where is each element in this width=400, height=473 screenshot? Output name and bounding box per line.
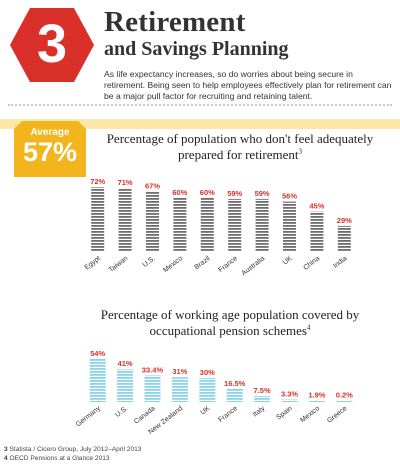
chart1-category-label: Mexico <box>162 255 184 274</box>
chart1-bar <box>310 211 324 252</box>
chart2-value-label: 41% <box>118 359 133 368</box>
chart1-footnote-ref: 3 <box>298 147 303 156</box>
chart1-category-label: France <box>217 255 239 274</box>
chart2-value-label: 30% <box>200 368 215 377</box>
average-label: Average <box>30 127 70 138</box>
chart2-value-label: 54% <box>90 349 105 358</box>
chart1-value-label: 59% <box>255 189 270 198</box>
chart1-value-label: 72% <box>90 177 105 186</box>
average-badge: Average 57% <box>14 121 86 177</box>
page-title: Retirement <box>104 6 246 38</box>
average-value: 57% <box>22 137 78 167</box>
chart1-value-label: 59% <box>227 189 242 198</box>
chart1-bar <box>173 198 187 252</box>
chart1-value-label: 45% <box>309 202 324 211</box>
chart1-category-label: Australia <box>241 255 267 277</box>
chart2-category-label: U.S. <box>114 405 129 419</box>
chart2-bar <box>336 400 353 402</box>
chart2-footnote-ref: 4 <box>306 323 311 332</box>
chart2-category-label: France <box>217 405 239 424</box>
chart2-value-label: 0.2% <box>336 391 353 400</box>
chart1-bar <box>228 198 242 252</box>
chart2-bar <box>199 378 216 402</box>
chart1-category-label: India <box>332 255 348 270</box>
chart2-value-label: 1.9% <box>308 390 325 399</box>
chart2-category-label: Mexico <box>299 405 321 424</box>
chart2-category-label: Germany <box>75 405 102 429</box>
chart1-bar <box>200 198 214 252</box>
chart2-bar <box>226 388 243 402</box>
footnotes: 3 Statista / Cicero Group, July 2012–Apr… <box>4 446 141 464</box>
chart2-category-label: UK <box>200 405 212 417</box>
chart1-category-label: China <box>302 255 321 272</box>
chart1-category-label: Taiwan <box>108 255 130 274</box>
chart2-category-label: Spain <box>275 405 294 422</box>
chart2-value-label: 31% <box>172 367 187 376</box>
chart2-category-label: Italy <box>252 405 267 419</box>
footnote-3: 3 Statista / Cicero Group, July 2012–Apr… <box>4 446 142 453</box>
average-ribbon <box>0 119 400 129</box>
chart1-category-label: Egypt <box>84 255 102 272</box>
dotted-divider <box>8 104 392 106</box>
chart2-bar <box>281 399 298 402</box>
chart2-value-label: 33.4% <box>142 365 164 374</box>
intro-paragraph: As life expectancy increases, so do worr… <box>104 69 392 101</box>
section-number-hexagon: 3 <box>10 8 94 82</box>
chart2-category-label: Canada <box>133 405 157 426</box>
chart2-title: Percentage of working age population cov… <box>100 307 360 339</box>
chart1-value-label: 60% <box>172 188 187 197</box>
chart1-title: Percentage of population who don't feel … <box>106 131 374 163</box>
chart1-bar <box>146 191 159 252</box>
chart2-bar <box>254 396 271 402</box>
chart2-value-label: 7.5% <box>254 386 271 395</box>
chart1-value-label: 29% <box>337 216 352 225</box>
chart1-category-label: UK <box>282 255 294 267</box>
chart2-bar <box>144 375 161 402</box>
chart1-bar <box>255 198 269 252</box>
chart1-value-label: 56% <box>282 192 297 201</box>
chart1-bar <box>283 201 296 252</box>
chart2-value-label: 3.3% <box>281 389 298 398</box>
chart1-bar <box>91 187 105 252</box>
chart2-value-label: 16.5% <box>224 379 246 388</box>
footnote-4: 4 OECD Pensions at a Glance 2013 <box>4 454 110 462</box>
badge-shape <box>14 121 86 177</box>
chart2-bar <box>117 369 134 402</box>
section-number: 3 <box>37 14 67 74</box>
chart1-value-label: 71% <box>118 178 133 187</box>
chart2-bar <box>89 358 106 402</box>
page-subtitle: and Savings Planning <box>104 38 289 60</box>
chart1-value-label: 60% <box>200 188 215 197</box>
chart1-category-label: U.S. <box>142 255 157 269</box>
chart2-category-label: Greece <box>326 405 348 425</box>
chart1-bar <box>337 225 351 252</box>
chart2-bar <box>308 400 325 402</box>
chart1-bar <box>118 188 132 252</box>
chart1-category-label: Brazil <box>193 255 211 272</box>
chart1-value-label: 67% <box>145 182 160 191</box>
chart1-retirement-preparedness: 72% Egypt 71% Taiwan 67% U.S. 60% Mexico 60% Braz… <box>84 177 353 277</box>
chart2-bar <box>171 377 188 402</box>
